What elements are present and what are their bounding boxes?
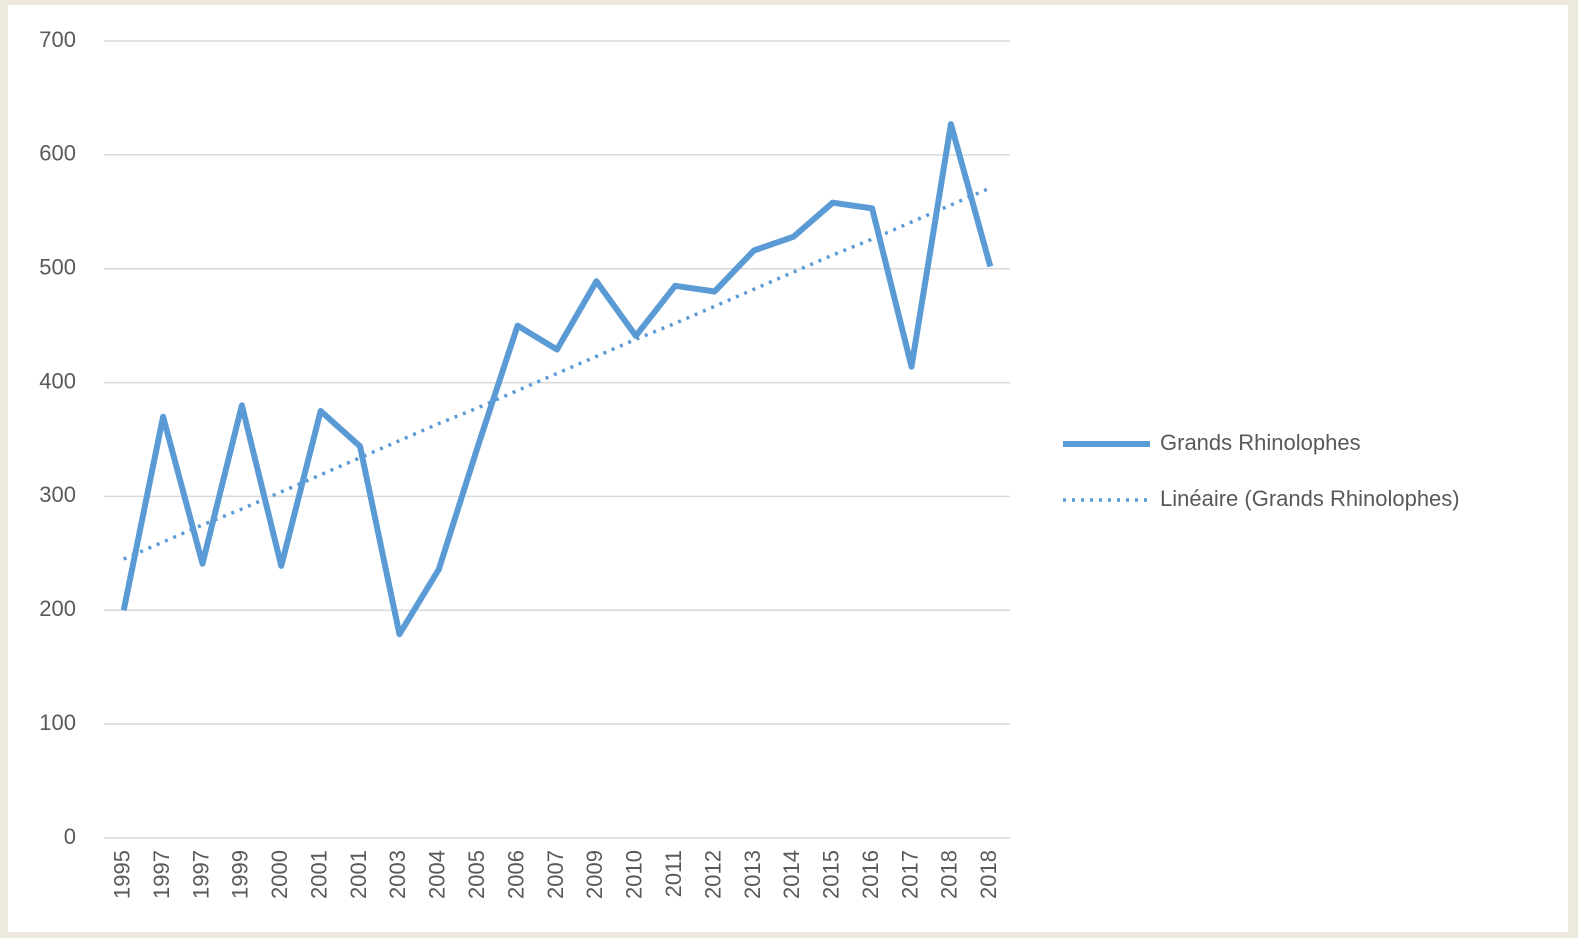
y-tick-label: 200 (39, 596, 76, 621)
x-tick-label: 2015 (819, 850, 844, 899)
x-tick-label: 2000 (267, 850, 292, 899)
x-tick-label: 2018 (937, 850, 962, 899)
y-tick-label: 700 (39, 27, 76, 52)
x-tick-label: 2017 (897, 850, 922, 899)
line (120, 121, 994, 638)
x-tick-label: 2013 (740, 850, 765, 899)
y-tick-label: 0 (64, 824, 76, 849)
x-tick-label: 2014 (779, 850, 804, 899)
x-tick-label: 2012 (700, 850, 725, 899)
legend-label: Grands Rhinolophes (1160, 430, 1361, 455)
x-tick-label: 2005 (464, 850, 489, 899)
x-tick-label: 1995 (110, 850, 135, 899)
x-tick-label: 2003 (385, 850, 410, 899)
trend-line (122, 186, 992, 561)
chart-area (8, 5, 1568, 932)
y-tick-label: 100 (39, 710, 76, 735)
y-tick-label: 600 (39, 141, 76, 166)
x-tick-label: 2011 (661, 850, 686, 897)
x-tick-label: 1999 (228, 850, 253, 899)
x-tick-label: 2010 (622, 850, 647, 899)
x-tick-label: 2007 (543, 850, 568, 899)
x-tick-label: 1997 (188, 850, 213, 899)
x-tick-label: 2016 (858, 850, 883, 899)
y-tick-label: 300 (39, 482, 76, 507)
x-tick-label: 2009 (582, 850, 607, 899)
x-tick-label: 2018 (976, 850, 1001, 899)
x-tick-label: 2004 (425, 850, 450, 899)
x-tick-label: 2001 (306, 850, 331, 899)
y-tick-label: 500 (39, 255, 76, 280)
y-tick-label: 400 (39, 368, 76, 393)
x-tick-label: 2001 (346, 850, 371, 899)
x-tick-label: 1997 (149, 850, 174, 899)
x-tick-label: 2006 (503, 850, 528, 899)
legend-label: Linéaire (Grands Rhinolophes) (1160, 486, 1460, 511)
